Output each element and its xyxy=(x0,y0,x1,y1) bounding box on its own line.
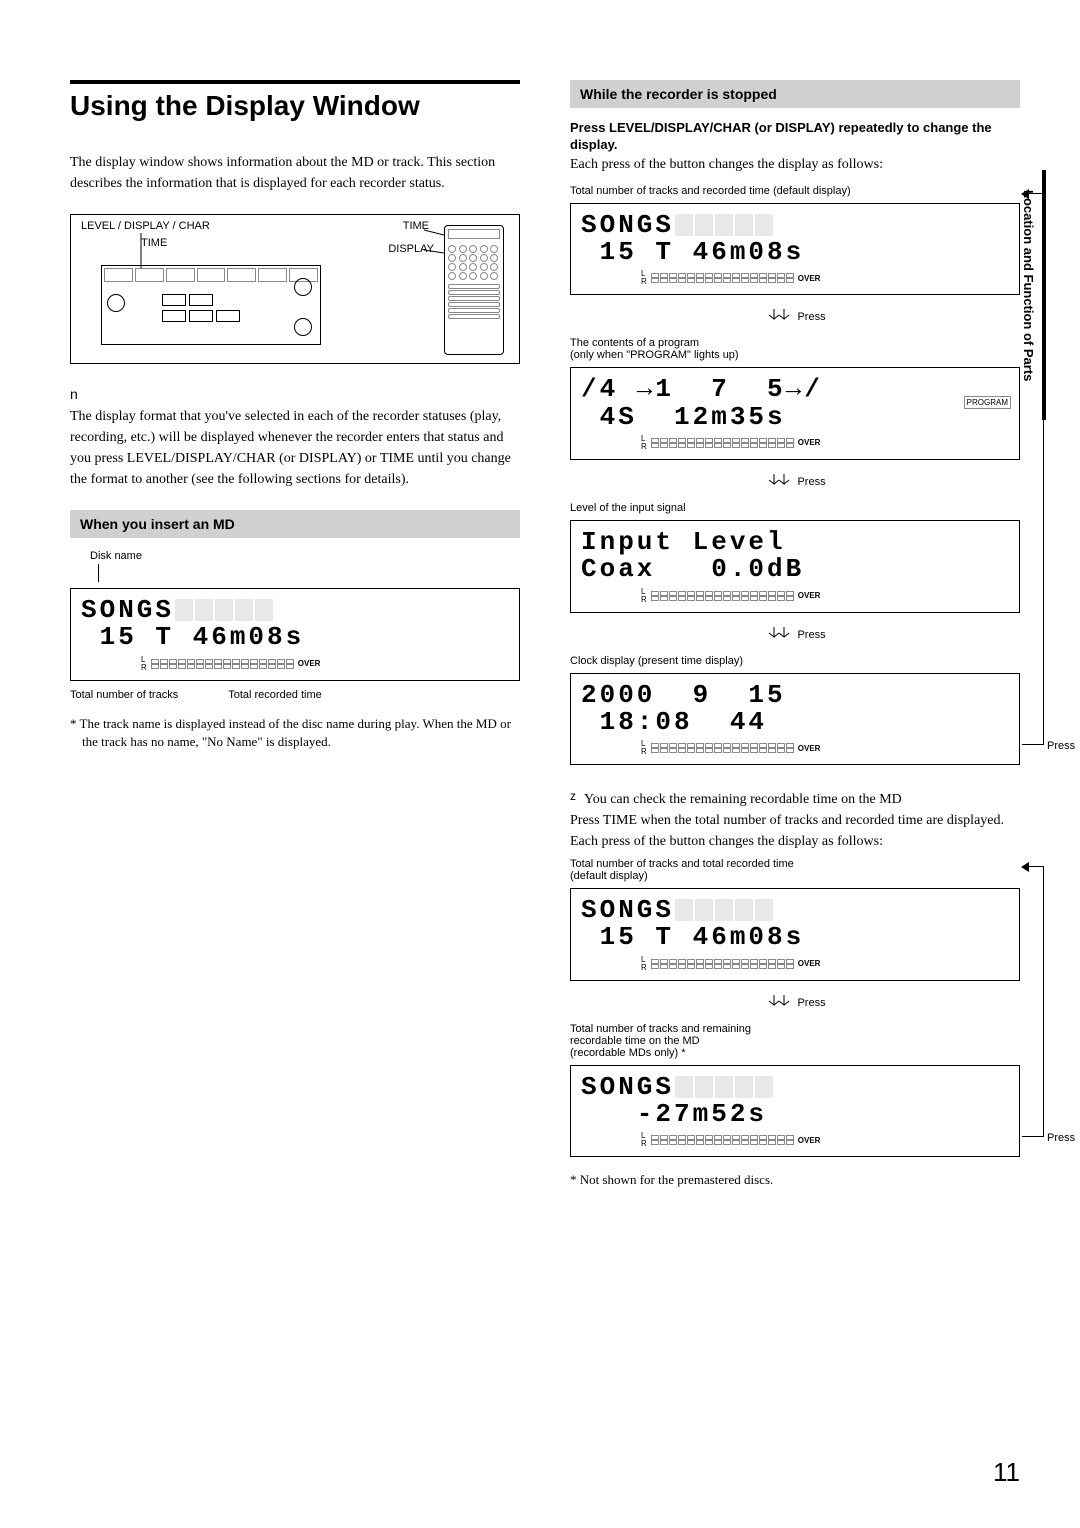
diagram-label-level: LEVEL / DISPLAY / CHAR xyxy=(81,220,210,232)
caption-default: Total number of tracks and recorded time… xyxy=(570,185,1020,197)
down-arrow-icon xyxy=(764,307,794,327)
instruction-body: Each press of the button changes the dis… xyxy=(570,154,1020,175)
page-title: Using the Display Window xyxy=(70,80,520,122)
caption-remaining: Total number of tracks and remainingreco… xyxy=(570,1023,1020,1059)
section-header-stopped: While the recorder is stopped xyxy=(570,80,1020,108)
caption-clock: Clock display (present time display) xyxy=(570,655,1020,667)
flow-return-line: Press xyxy=(1022,866,1044,1137)
remote-illustration xyxy=(444,225,504,355)
page-number: 11 xyxy=(993,1457,1020,1488)
lcd-display-default: SONGS 15 T 46m08s LROVER xyxy=(570,203,1020,296)
footnote-track-name: * The track name is displayed instead of… xyxy=(70,715,520,751)
program-badge: PROGRAM xyxy=(964,396,1011,409)
note-paragraph: n The display format that you've selecte… xyxy=(70,384,520,490)
lcd-display-input-level: Input Level Coax 0.0dB LROVER xyxy=(570,520,1020,613)
subcaption-tracks: Total number of tracks xyxy=(70,689,178,701)
tip-letter: z xyxy=(570,789,576,803)
right-column: While the recorder is stopped Press LEVE… xyxy=(560,80,1020,1190)
flow-return-line: Press xyxy=(1022,193,1044,745)
lcd-display-clock: 2000 9 15 18:08 44 LROVER xyxy=(570,673,1020,766)
lcd-display-total-recorded: SONGS 15 T 46m08s LROVER xyxy=(570,888,1020,981)
press-arrow: Press xyxy=(570,987,1020,1019)
level-meter: LR OVER xyxy=(81,656,509,672)
lcd-line1: SONGS xyxy=(81,597,509,624)
device-diagram: LEVEL / DISPLAY / CHAR TIME TIME DISPLAY xyxy=(70,214,520,364)
display-flow-2: Press Total number of tracks and total r… xyxy=(570,858,1020,1157)
pointer-line-icon xyxy=(131,233,151,268)
lcd-subcaption: Total number of tracks Total recorded ti… xyxy=(70,689,520,701)
down-arrow-icon xyxy=(764,472,794,492)
press-arrow: Press xyxy=(570,619,1020,651)
tip-bold: You can check the remaining recordable t… xyxy=(584,792,902,807)
display-flow-1: Press Total number of tracks and recorde… xyxy=(570,185,1020,765)
disk-name-pointer xyxy=(98,564,99,582)
caption-input-level: Level of the input signal xyxy=(570,502,1020,514)
down-arrow-icon xyxy=(764,625,794,645)
section-header-insert-md: When you insert an MD xyxy=(70,510,520,538)
left-column: Using the Display Window The display win… xyxy=(70,80,530,1190)
disk-name-label: Disk name xyxy=(90,550,520,562)
page-content: Using the Display Window The display win… xyxy=(0,0,1080,1230)
tip-body: Press TIME when the total number of trac… xyxy=(570,813,1004,849)
device-front-illustration xyxy=(101,265,321,345)
press-arrow: Press xyxy=(570,301,1020,333)
caption-total-recorded: Total number of tracks and total recorde… xyxy=(570,858,1020,882)
note-text: The display format that you've selected … xyxy=(70,409,511,487)
subcaption-time: Total recorded time xyxy=(228,689,322,701)
pointer-line-icon xyxy=(424,245,444,265)
note-letter: n xyxy=(70,386,78,402)
instruction-bold: Press LEVEL/DISPLAY/CHAR (or DISPLAY) re… xyxy=(570,120,1020,154)
lcd-display-remaining: SONGS -27m52s LROVER xyxy=(570,1065,1020,1158)
press-arrow: Press xyxy=(570,466,1020,498)
caption-program: The contents of a program(only when "PRO… xyxy=(570,337,1020,361)
down-arrow-icon xyxy=(764,993,794,1013)
tip-block: z You can check the remaining recordable… xyxy=(570,789,1020,852)
footnote-premastered: * Not shown for the premastered discs. xyxy=(570,1171,1020,1189)
lcd-display-insert: SONGS 15 T 46m08s LR OVER xyxy=(70,588,520,681)
lcd-display-program: /4 →1 7 5→/ 4S 12m35s PROGRAM LROVER xyxy=(570,367,1020,460)
lcd-line2: 15 T 46m08s xyxy=(81,624,509,651)
intro-paragraph: The display window shows information abo… xyxy=(70,152,520,194)
pointer-line-icon xyxy=(424,225,444,245)
